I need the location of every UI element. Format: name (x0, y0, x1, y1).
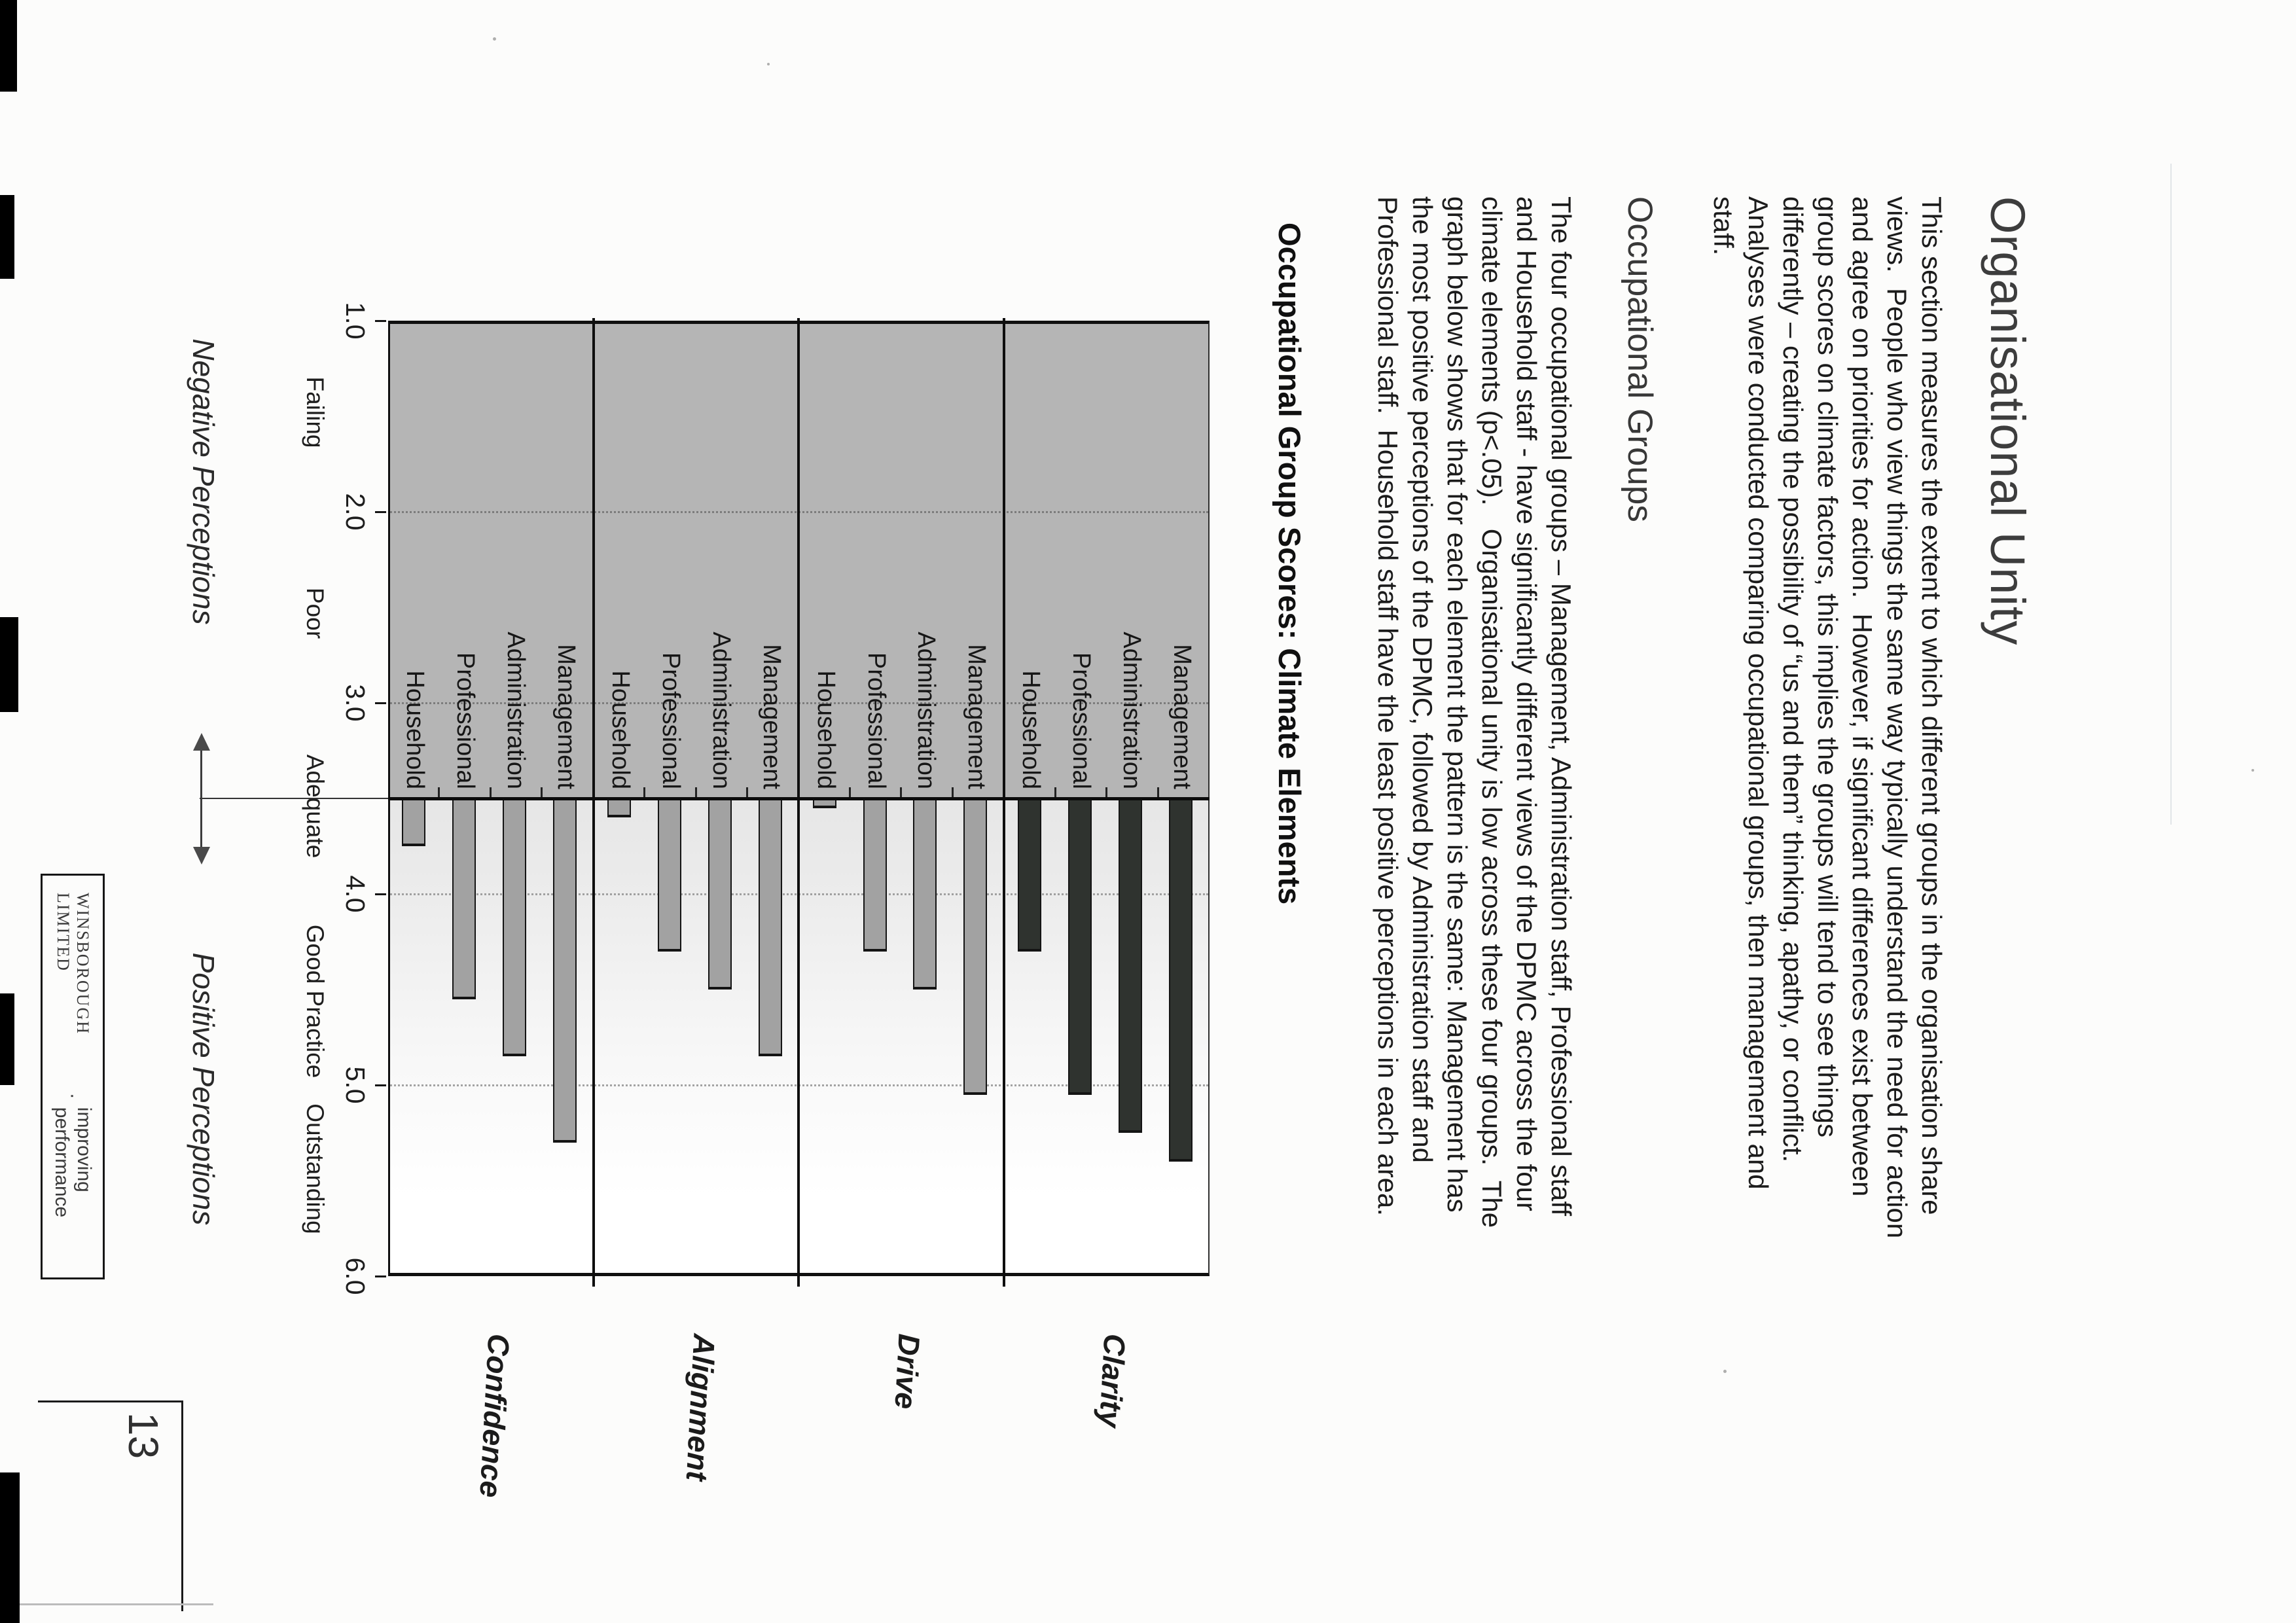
bar-label: Management (963, 644, 990, 789)
groups-line: The four occupational groups – Managemen… (1546, 196, 1577, 1216)
scan-artifact (0, 195, 14, 279)
value-tick-label: 3.0 (340, 684, 370, 722)
value-tick (375, 1084, 386, 1086)
bar-label: Professional (1067, 652, 1095, 789)
bar-label: Professional (863, 652, 890, 789)
value-tick-label: 2.0 (340, 493, 370, 531)
scan-artifact (0, 0, 17, 92)
intro-line: and agree on priorities for action. Howe… (1847, 196, 1878, 1197)
groups-line: Professional staff. Household staff have… (1372, 196, 1403, 1217)
band-label: Poor (302, 587, 329, 639)
scan-fold-line (2170, 164, 2172, 825)
bar (963, 798, 987, 1095)
arrow-shaft (200, 750, 202, 847)
value-tick-label: 5.0 (340, 1066, 370, 1104)
bar (1119, 798, 1142, 1133)
value-tick-label: 6.0 (340, 1257, 370, 1295)
bar (1068, 798, 1092, 1095)
bar (759, 798, 782, 1056)
bar (863, 798, 887, 952)
positive-perceptions-label: Positive Perceptions (187, 952, 221, 1226)
groups-paragraph: The four occupational groups – Managemen… (1371, 196, 1579, 1414)
band-label: Outstanding (302, 1103, 329, 1234)
bar (708, 798, 732, 990)
bar-label: Professional (657, 652, 685, 789)
value-tick (375, 893, 386, 895)
bar-label: Administration (502, 632, 529, 789)
bar (1169, 798, 1193, 1162)
chart-title: Occupational Group Scores: Climate Eleme… (1272, 223, 1307, 905)
groups-line: graph below shows that for each element … (1442, 196, 1473, 1213)
bar-label: Household (1017, 670, 1045, 789)
groups-line: climate elements (p<.05). Organisational… (1477, 196, 1507, 1228)
value-tick-label: 4.0 (340, 875, 370, 913)
bar-label: Household (401, 670, 429, 789)
bar-label: Administration (708, 632, 735, 789)
footer-logo-box: WINSBOROUGH LIMITED · improving performa… (41, 874, 105, 1279)
value-tick (375, 702, 386, 704)
bar (503, 798, 526, 1056)
intro-line: group scores on climate factors, this im… (1812, 196, 1843, 1138)
group-label: Drive (888, 1332, 927, 1410)
bar-label: Management (758, 644, 785, 789)
page-number-box-top-rule (181, 1400, 183, 1611)
group-separator (1003, 318, 1005, 1287)
bar-label: Management (552, 644, 580, 789)
bar (607, 798, 631, 817)
groups-line: the most positive perceptions of the DPM… (1407, 196, 1438, 1163)
bar-label: Administration (1118, 632, 1145, 789)
bar (553, 798, 577, 1143)
scan-artifact (0, 1472, 20, 1623)
section-heading: Occupational Groups (1621, 196, 1659, 522)
intro-line: views. People who view things the same w… (1882, 196, 1912, 1239)
scan-artifact (0, 993, 14, 1085)
intro-line: This section measures the extent to whic… (1916, 196, 1947, 1215)
intro-paragraph: This section measures the extent to whic… (1706, 196, 1949, 1414)
page-number: 13 (120, 1412, 167, 1459)
groups-line: and Household staff - have significantly… (1511, 196, 1542, 1211)
group-label: Confidence (473, 1332, 516, 1499)
intro-line: Analyses were conducted comparing occupa… (1743, 196, 1774, 1190)
value-tick (375, 1275, 386, 1277)
intro-line: differently – creating the possibility o… (1778, 196, 1808, 1163)
bar-label: Household (607, 670, 634, 789)
scan-artifact (0, 617, 18, 712)
scan-speck (493, 37, 496, 41)
scan-page-edge-line (0, 1603, 213, 1605)
bar (658, 798, 681, 952)
bar (452, 798, 476, 999)
bar-label: Administration (912, 632, 940, 789)
bar (1018, 798, 1041, 952)
group-separator (592, 318, 595, 1287)
scan-speck (767, 63, 770, 65)
band-label: Adequate (302, 754, 329, 859)
value-tick-label: 1.0 (340, 302, 370, 340)
group-separator (797, 318, 800, 1287)
band-label: Failing (302, 376, 329, 448)
footer-tagline: improving performance (51, 1107, 95, 1218)
footer-separator-dot: · (62, 1092, 84, 1099)
bar-label: Professional (452, 652, 479, 789)
bar (913, 798, 937, 990)
scan-speck (1723, 1370, 1727, 1373)
bar (402, 798, 425, 846)
group-label: Alignment (679, 1332, 722, 1482)
intro-line: staff. (1708, 196, 1739, 256)
baseline-drop-line (200, 798, 388, 799)
page-title: Organisational Unity (1981, 196, 2035, 646)
arrow-left-icon (193, 733, 210, 751)
scan-speck (2251, 769, 2254, 772)
baseline-axis (388, 797, 1210, 800)
page-number-box-left-rule (38, 1400, 183, 1402)
negative-perceptions-label: Negative Perceptions (187, 338, 221, 625)
bar-label: Household (812, 670, 840, 789)
bar-label: Management (1168, 644, 1196, 789)
value-tick (375, 320, 386, 322)
footer-brand: WINSBOROUGH LIMITED (54, 893, 92, 1035)
value-tick (375, 511, 386, 513)
group-label: Clarity (1092, 1332, 1132, 1429)
